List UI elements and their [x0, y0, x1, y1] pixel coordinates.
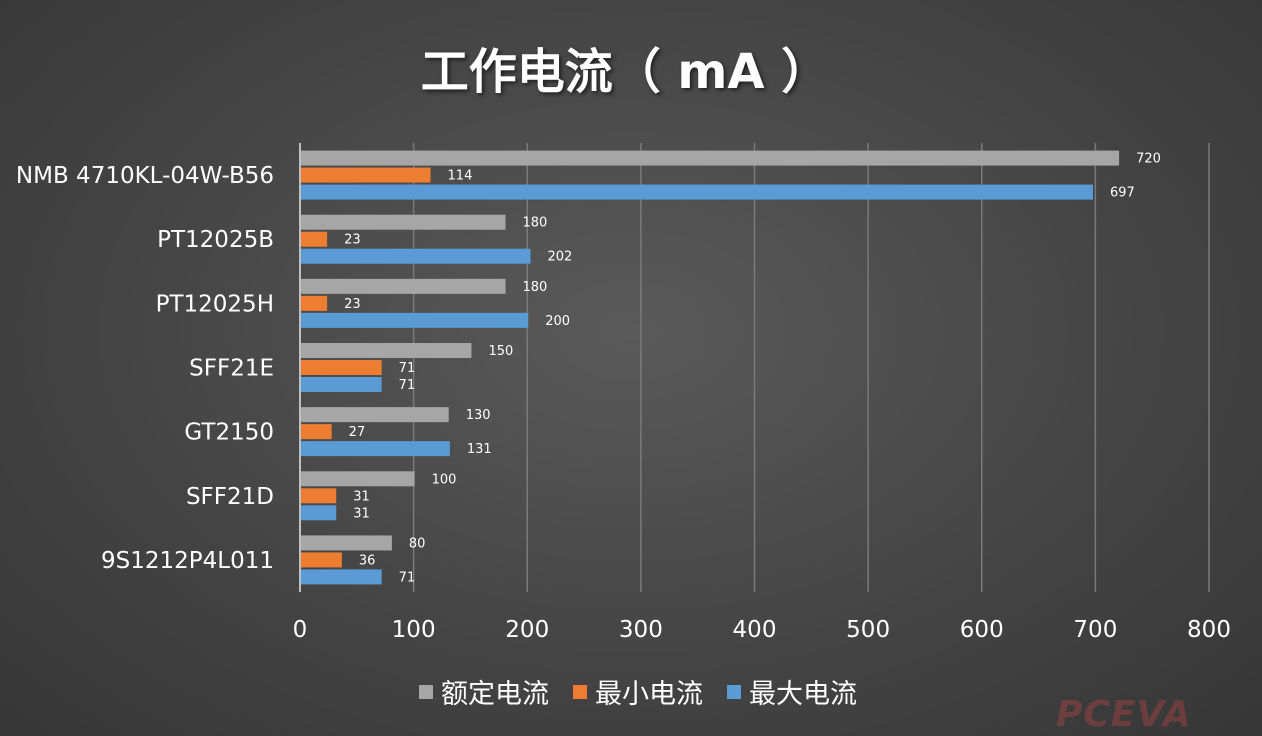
category-label: PT12025H — [156, 291, 274, 317]
category-label: SFF21D — [186, 484, 274, 510]
legend-label-rated: 额定电流 — [441, 679, 549, 710]
bar-rated — [301, 471, 415, 487]
data-label-max: 71 — [399, 570, 416, 585]
category-label: SFF21E — [189, 356, 274, 382]
legend-swatch-rated — [419, 684, 433, 699]
bar-rated — [301, 278, 506, 294]
category-label: GT2150 — [184, 420, 274, 446]
bar-min — [301, 488, 337, 504]
data-label-min: 27 — [349, 425, 366, 440]
bar-rated — [301, 407, 449, 423]
data-label-max: 31 — [353, 506, 370, 521]
data-label-min: 71 — [399, 361, 416, 376]
bar-max — [301, 184, 1093, 200]
bar-min — [301, 295, 328, 311]
data-label-rated: 150 — [488, 344, 513, 359]
legend-swatch-min — [573, 684, 587, 699]
bar-rated — [301, 214, 506, 230]
bar-min — [301, 552, 342, 568]
bar-min — [301, 360, 382, 375]
chart-title: 工作电流（ mA ） — [420, 44, 830, 100]
x-tick-label: 600 — [960, 617, 1004, 643]
category-label: 9S1212P4L011 — [101, 548, 274, 574]
bar-max — [301, 505, 337, 521]
legend: 额定电流 最小电流 最大电流 — [0, 672, 1262, 711]
data-label-rated: 180 — [523, 216, 548, 231]
bar-max — [301, 377, 382, 392]
data-label-max: 200 — [545, 314, 570, 329]
data-label-min: 23 — [344, 297, 361, 312]
data-label-max: 697 — [1110, 186, 1135, 201]
data-label-min: 114 — [448, 169, 473, 184]
x-tick-label: 100 — [392, 617, 436, 643]
data-label-rated: 100 — [432, 472, 457, 487]
x-tick-label: 300 — [619, 617, 663, 643]
data-label-max: 202 — [548, 250, 573, 265]
legend-label-min: 最小电流 — [595, 679, 703, 710]
data-label-rated: 720 — [1136, 152, 1161, 167]
legend-item-rated: 额定电流 — [419, 672, 549, 711]
data-label-min: 23 — [344, 233, 361, 248]
data-label-max: 71 — [399, 378, 416, 393]
watermark-logo: PCEVA — [1056, 694, 1192, 735]
bar-max — [301, 569, 382, 585]
bar-rated — [301, 343, 472, 358]
legend-item-max: 最大电流 — [727, 672, 857, 711]
x-tick-label: 700 — [1073, 617, 1117, 643]
data-label-min: 36 — [359, 553, 376, 568]
category-label: PT12025B — [157, 227, 274, 253]
bar-min — [301, 231, 328, 247]
legend-label-max: 最大电流 — [749, 679, 857, 710]
data-label-max: 131 — [467, 442, 492, 457]
x-tick-label: 400 — [733, 617, 777, 643]
category-label: NMB 4710KL-04W-B56 — [16, 163, 274, 189]
bar-min — [301, 424, 332, 440]
data-label-min: 31 — [353, 489, 370, 504]
legend-item-min: 最小电流 — [573, 672, 703, 711]
x-tick-label: 500 — [846, 617, 890, 643]
x-tick-label: 200 — [505, 617, 549, 643]
x-tick-label: 800 — [1187, 617, 1231, 643]
bar-max — [301, 441, 450, 457]
data-label-rated: 80 — [409, 536, 426, 551]
bar-min — [301, 167, 431, 183]
bar-rated — [301, 535, 392, 551]
bar-rated — [301, 150, 1120, 166]
bar-max — [301, 248, 531, 264]
x-tick-label: 0 — [293, 617, 308, 643]
data-label-rated: 180 — [523, 280, 548, 295]
legend-swatch-max — [727, 684, 741, 699]
data-label-rated: 130 — [466, 408, 491, 423]
bar-max — [301, 312, 529, 328]
